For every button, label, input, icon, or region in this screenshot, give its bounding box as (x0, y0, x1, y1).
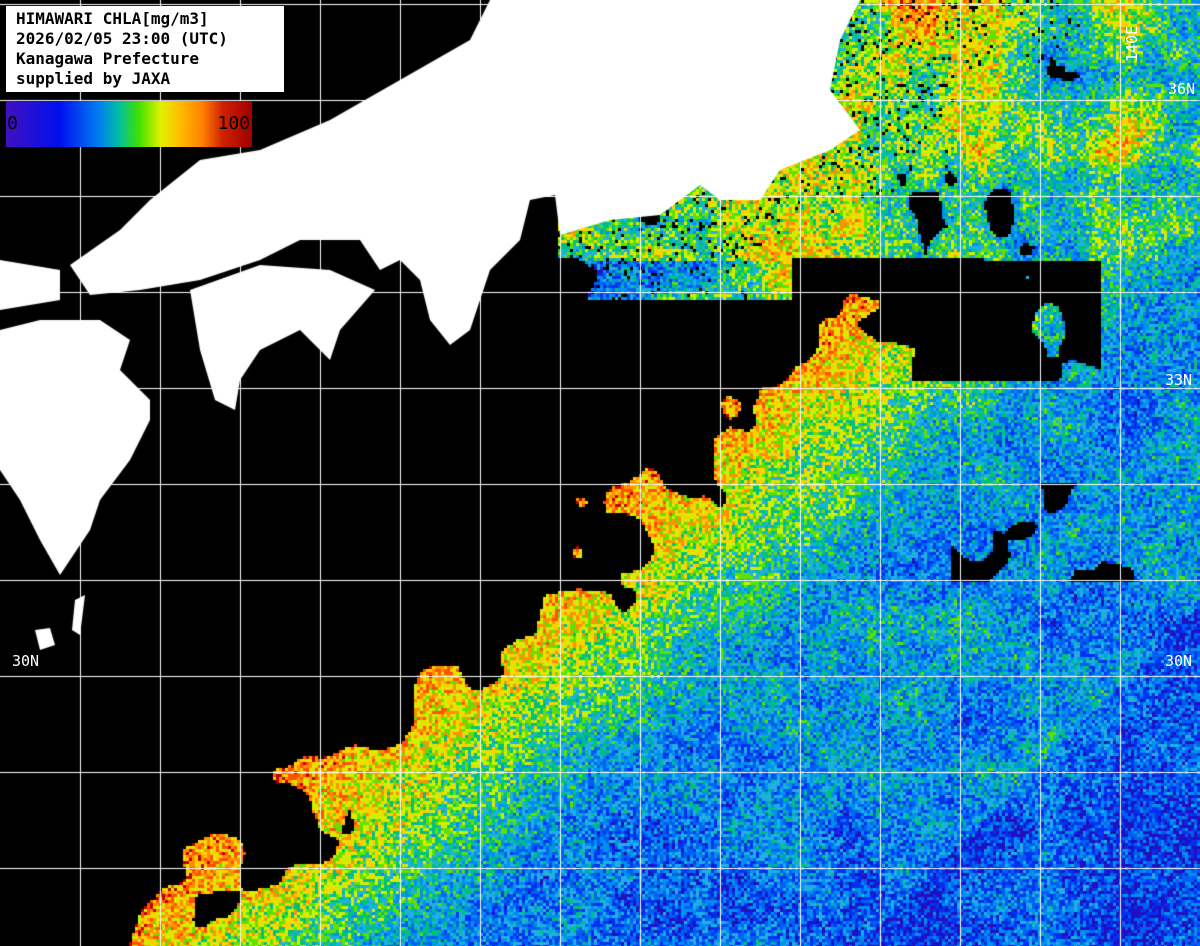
lon-label-136e: 136E (483, 25, 501, 62)
color-scale-min: 0 (7, 113, 18, 134)
lat-label-left-30n: 30N (12, 652, 40, 670)
title-line-datetime: 2026/02/05 23:00 (UTC) (16, 29, 228, 48)
lon-label-140e: 140E (1123, 25, 1141, 62)
title-line-product: HIMAWARI CHLA[mg/m3] (16, 9, 209, 28)
color-scale-max: 100 (217, 113, 250, 134)
title-line-supplier: supplied by JAXA (16, 69, 171, 88)
title-line-region: Kanagawa Prefecture (16, 49, 200, 68)
lat-label-right-33n: 33N (1165, 371, 1193, 389)
color-scale-bar: 0 100 (6, 101, 252, 147)
title-box: HIMAWARI CHLA[mg/m3] 2026/02/05 23:00 (U… (6, 6, 284, 92)
lat-label-right-30n: 30N (1165, 652, 1193, 670)
lat-label-left-33: 33 (12, 371, 31, 389)
lat-label-right-36n: 36N (1168, 80, 1196, 98)
